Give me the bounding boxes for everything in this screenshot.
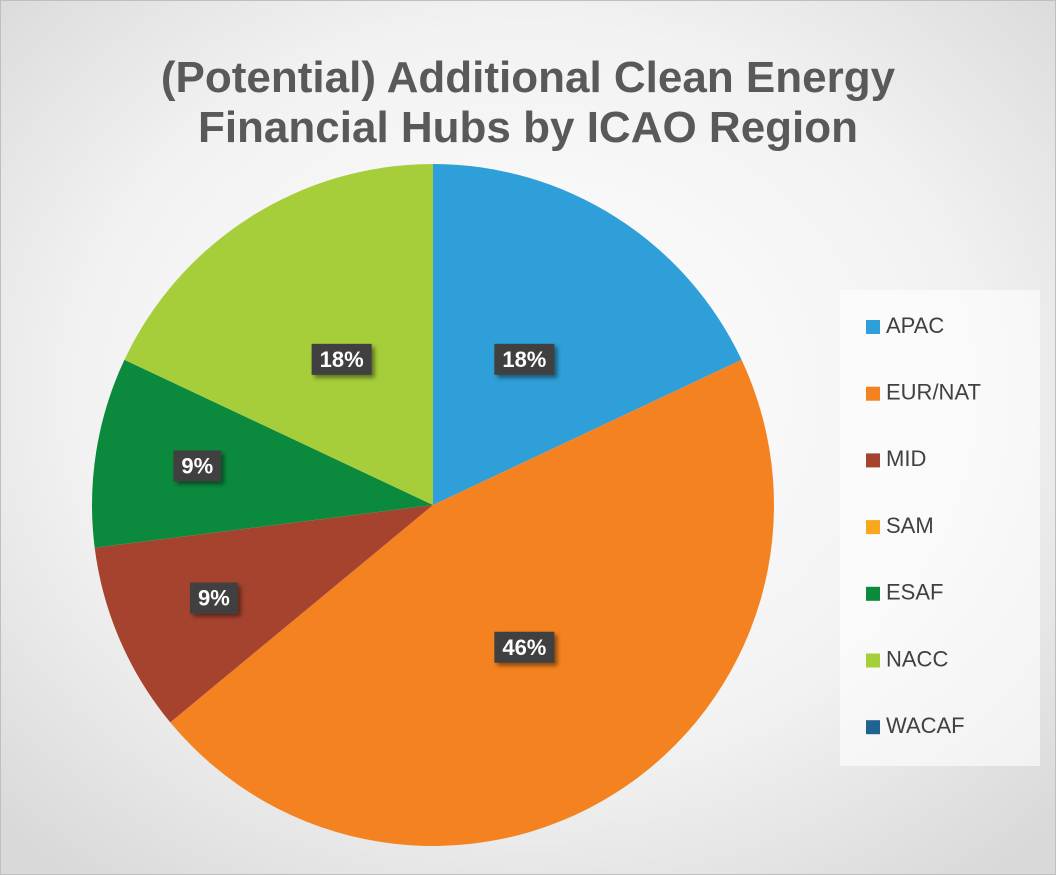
- data-label-box: [311, 343, 372, 375]
- legend-label: SAM: [886, 513, 934, 538]
- legend-label: APAC: [886, 313, 944, 338]
- data-label-box: [494, 631, 555, 663]
- legend-swatch: [866, 520, 880, 535]
- data-label: 9%: [198, 586, 230, 611]
- legend-label: ESAF: [886, 580, 943, 605]
- legend-label: EUR/NAT: [886, 380, 981, 405]
- data-label: 46%: [502, 635, 546, 660]
- chart-title: (Potential) Additional Clean Energy Finan…: [161, 53, 896, 152]
- pie-slice: [94, 505, 433, 723]
- legend-swatch: [866, 653, 880, 668]
- data-label: 9%: [181, 453, 213, 478]
- data-label: 18%: [502, 347, 546, 372]
- pie-slice: [170, 359, 775, 847]
- legend-label: NACC: [886, 646, 948, 671]
- legend-swatch: [866, 386, 880, 401]
- legend-swatch: [866, 320, 880, 334]
- data-label: 18%: [320, 347, 364, 372]
- data-label-box: [190, 582, 238, 614]
- data-label-box: [173, 450, 222, 482]
- legend-swatch: [866, 586, 880, 601]
- pie-slice: [91, 359, 433, 548]
- legend-swatch: [866, 453, 880, 468]
- pie-slice: [124, 164, 433, 505]
- pie-slice: [433, 164, 742, 505]
- legend-swatch: [866, 720, 880, 735]
- legend-label: MID: [886, 446, 926, 471]
- data-label-box: [494, 343, 555, 375]
- legend-label: WACAF: [886, 713, 965, 738]
